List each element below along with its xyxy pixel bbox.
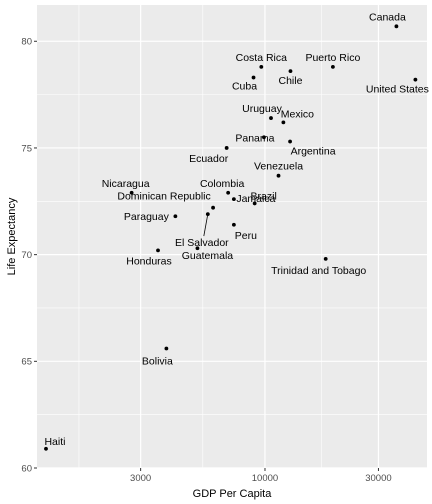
point-label: Trinidad and Tobago [271, 265, 366, 277]
data-point [394, 24, 399, 29]
point-label: Nicaragua [102, 178, 150, 190]
data-point [288, 139, 292, 144]
data-point [231, 197, 236, 202]
data-point [129, 190, 134, 195]
data-point [224, 146, 229, 150]
point-label: Haiti [44, 436, 65, 448]
data-point [288, 69, 293, 74]
data-points [44, 24, 418, 451]
x-axis: 3000 10000 30000 [130, 468, 392, 484]
y-axis-title: Life Expectancy [6, 197, 18, 275]
point-label: Guatemala [182, 250, 234, 262]
data-point [413, 77, 418, 82]
point-label: Honduras [126, 255, 172, 267]
plot-panel [37, 5, 427, 468]
data-point [330, 64, 335, 69]
minor-gridlines [37, 5, 427, 468]
y-tick-label: 65 [21, 357, 32, 368]
point-label: Cuba [232, 81, 257, 93]
label-connectors [203, 214, 209, 237]
data-point [231, 222, 236, 227]
y-axis: 60 65 70 75 80 [21, 37, 37, 474]
data-point [269, 116, 273, 120]
point-label: Ecuador [189, 153, 229, 165]
point-label: Venezuela [254, 161, 303, 173]
y-tick-label: 70 [21, 250, 32, 261]
x-axis-title: GDP Per Capita [193, 488, 273, 500]
data-point [262, 135, 266, 140]
data-point [173, 214, 178, 219]
point-label: Peru [235, 230, 257, 242]
point-label: Puerto Rico [305, 52, 360, 64]
data-point [323, 257, 328, 261]
data-point [156, 248, 160, 253]
x-tick-label: 10000 [252, 473, 278, 484]
point-label: Paraguay [124, 211, 170, 223]
point-label: Jamaica [236, 193, 275, 205]
data-point [164, 346, 169, 351]
point-label: Argentina [291, 146, 336, 158]
point-labels: Canada Costa Rica Puerto Rico Cuba Chile Unit… [44, 11, 428, 447]
point-label: Bolivia [142, 356, 173, 368]
point-label: Chile [279, 75, 303, 87]
data-point [276, 173, 281, 178]
x-tick-label: 30000 [365, 473, 391, 484]
data-point [44, 446, 48, 451]
data-point [211, 205, 215, 210]
data-point [259, 64, 264, 69]
point-label: Dominican Republic [117, 191, 210, 203]
point-label: Colombia [200, 178, 245, 190]
data-point [205, 212, 210, 216]
data-point [195, 246, 200, 251]
x-tick-label: 3000 [130, 473, 151, 484]
point-label: El Salvador [175, 237, 229, 249]
point-label: Uruguay [242, 103, 282, 115]
point-label: Panama [235, 132, 274, 144]
y-tick-label: 80 [21, 37, 32, 48]
data-point [226, 190, 231, 195]
data-point [252, 201, 257, 206]
y-tick-label: 60 [21, 463, 32, 474]
point-label: Brazil [251, 190, 277, 202]
point-label: Mexico [281, 108, 314, 120]
label-connector [203, 214, 209, 237]
data-point [251, 75, 256, 80]
major-gridlines [37, 5, 427, 469]
point-label: Canada [369, 11, 406, 23]
point-label: Costa Rica [236, 52, 288, 64]
data-point [281, 120, 286, 125]
y-tick-label: 75 [21, 143, 32, 154]
point-label: United States [366, 84, 429, 96]
